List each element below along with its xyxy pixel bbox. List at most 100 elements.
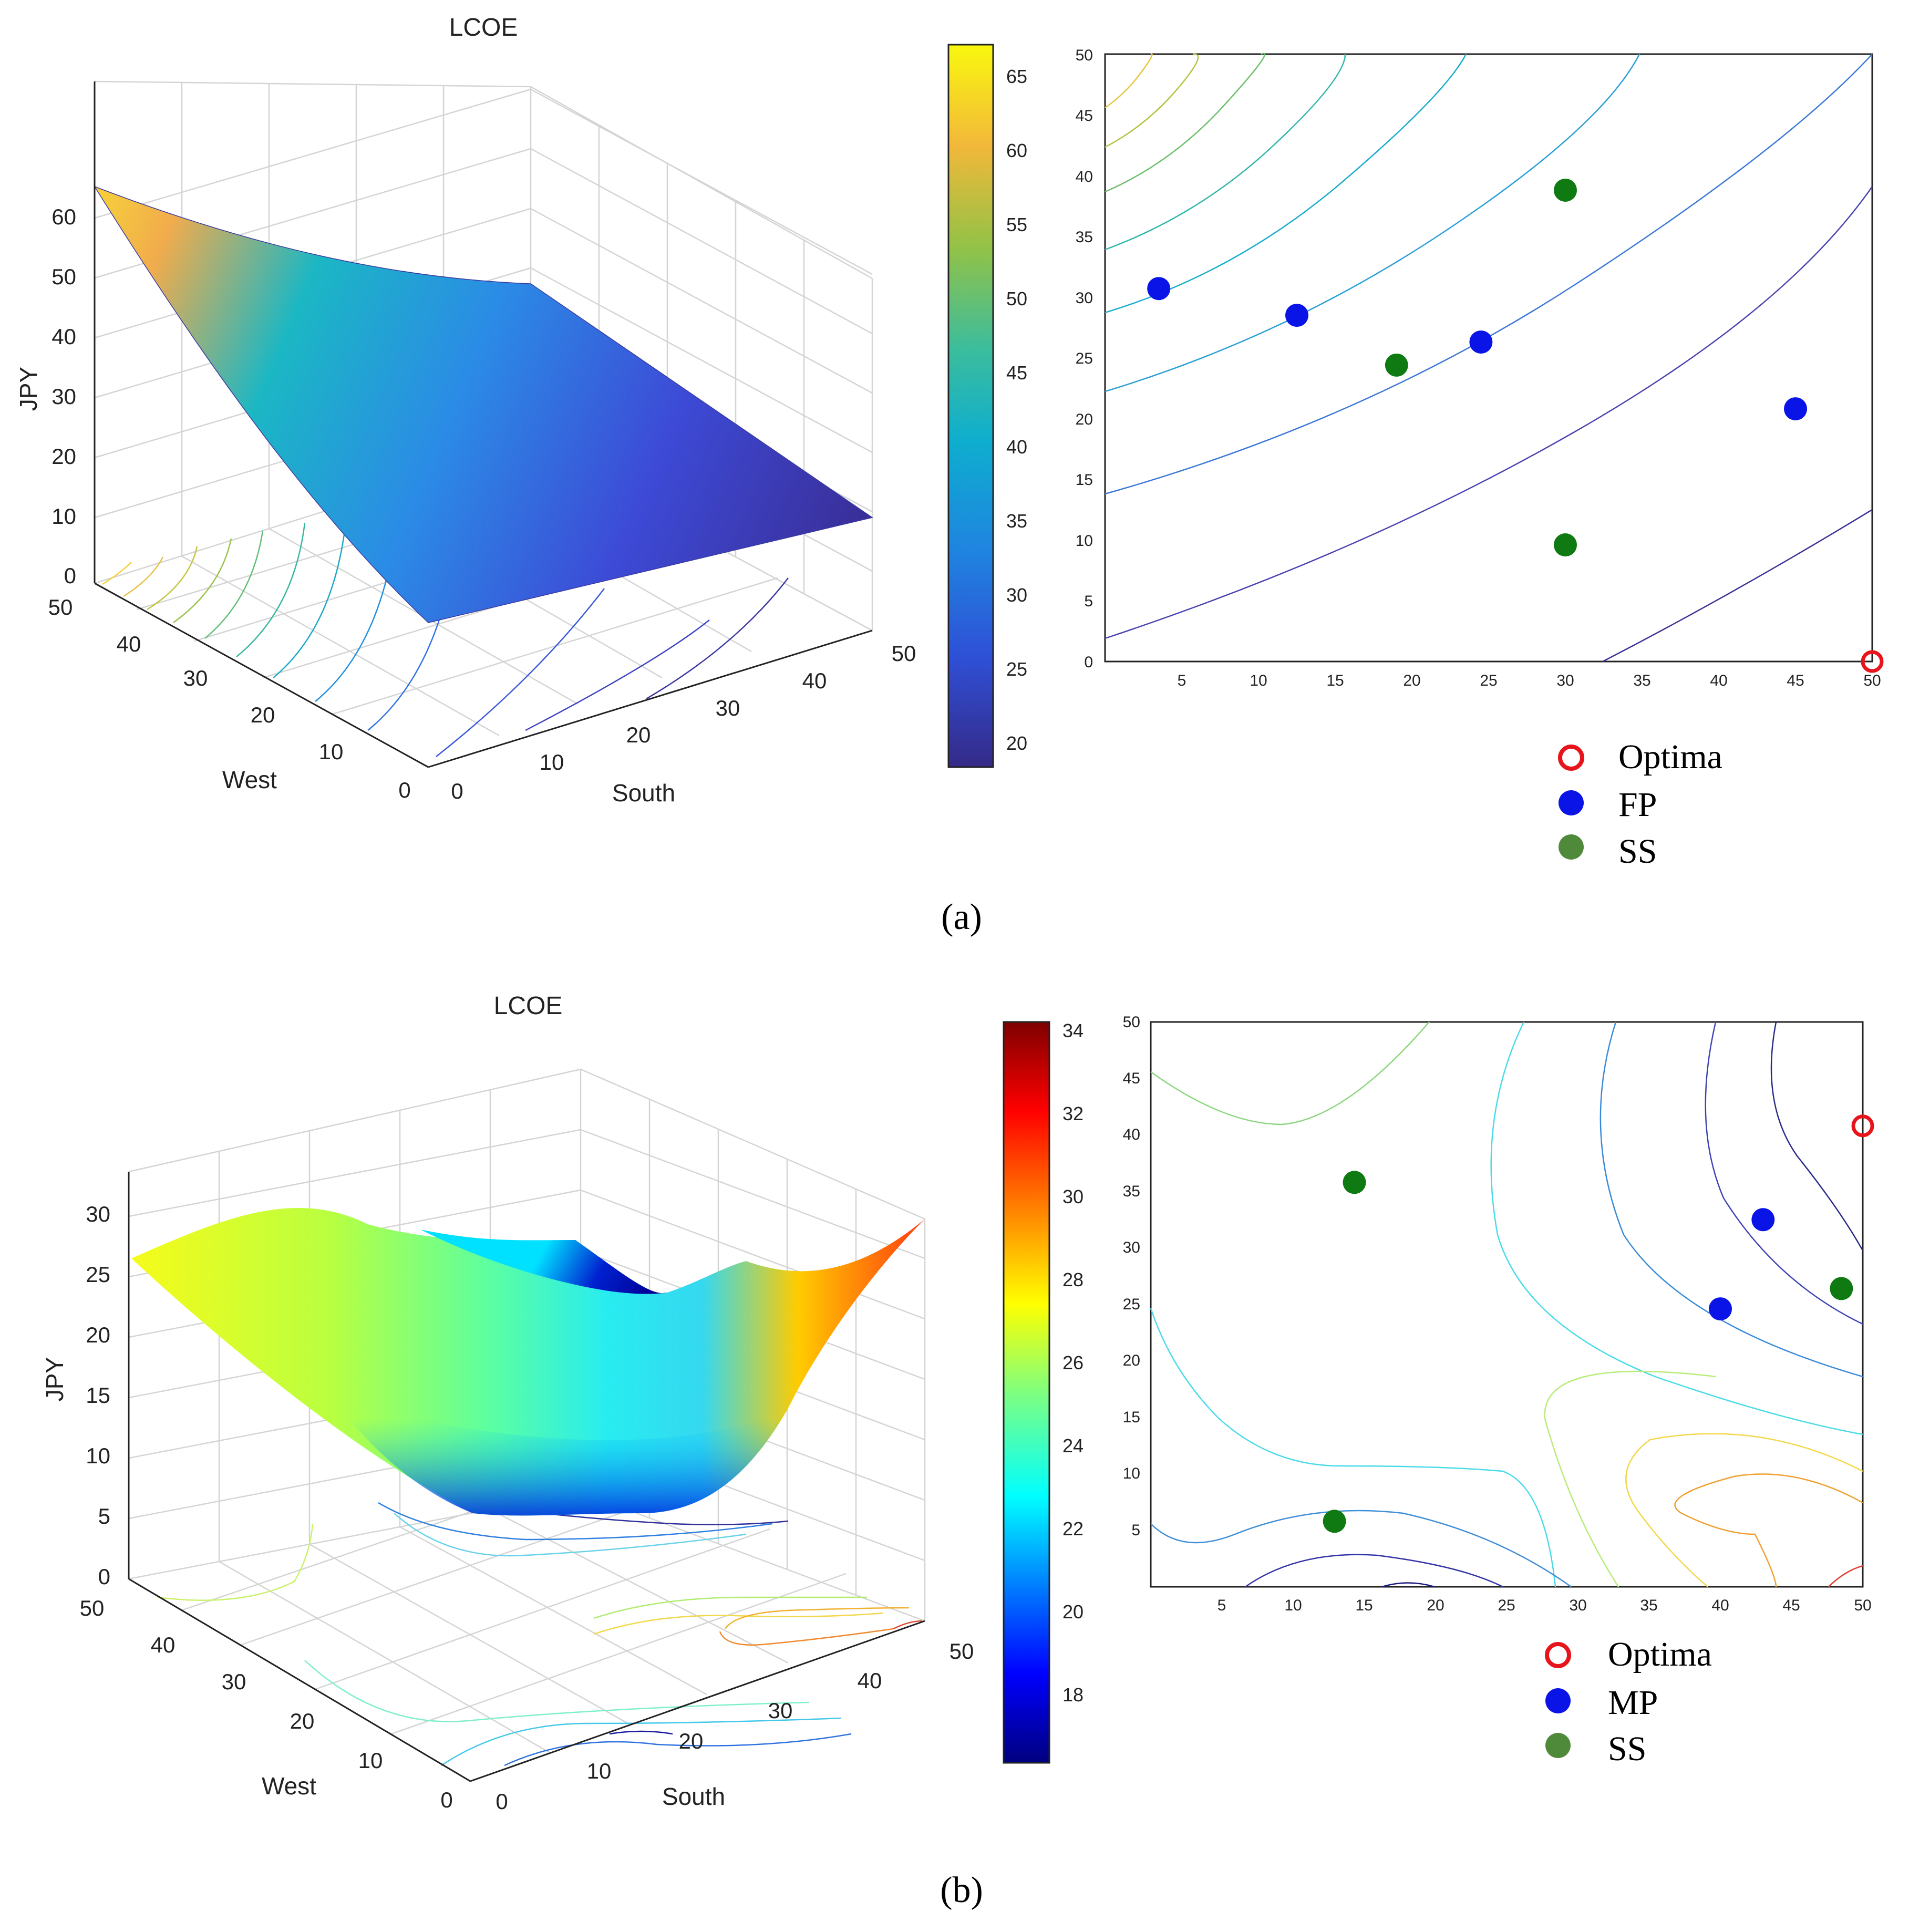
a-markers <box>1147 178 1884 673</box>
b-xtick: 20 <box>679 1729 704 1753</box>
a-legend: Optima FP SS <box>1558 738 1722 871</box>
a-c-xtick: 50 <box>1863 672 1881 689</box>
caption-a: (a) <box>941 897 982 937</box>
b-ztick: 15 <box>86 1383 110 1408</box>
a-c-xtick: 35 <box>1633 672 1650 689</box>
a-c-ytick: 15 <box>1076 471 1093 489</box>
b-c-xtick: 30 <box>1569 1597 1586 1614</box>
a-c-ytick: 30 <box>1076 290 1093 307</box>
a-marker-fp <box>1784 397 1807 421</box>
b-cb-tick: 22 <box>1062 1518 1084 1540</box>
b-xtick: 40 <box>858 1668 882 1693</box>
a-c-xtick: 20 <box>1403 672 1420 689</box>
b-c-ytick: 45 <box>1123 1070 1140 1087</box>
b-legend-ss-marker <box>1545 1733 1571 1758</box>
b-surface-plot: LCOE JPY South West 0 5 10 15 20 25 30 0… <box>41 992 974 1814</box>
b-c-xtick: 45 <box>1782 1597 1800 1614</box>
a-cb-tick: 35 <box>1006 510 1027 532</box>
b-c-ytick: 5 <box>1131 1522 1140 1539</box>
a-legend-fp: FP <box>1618 786 1657 824</box>
a-c-xtick: 25 <box>1480 672 1497 689</box>
b-ztick: 30 <box>86 1202 110 1226</box>
a-southticks: 0 10 20 30 40 50 <box>451 641 916 803</box>
a-axes <box>94 81 873 768</box>
a-contour-lines <box>1105 53 1873 663</box>
b-legend-mp-marker <box>1545 1688 1571 1713</box>
b-marker-ss <box>1323 1510 1346 1533</box>
a-ytick: 30 <box>183 666 208 690</box>
b-c-ytick: 15 <box>1123 1409 1140 1426</box>
b-marker-mp <box>1751 1208 1775 1232</box>
a-westticks: 0 10 20 30 40 50 <box>48 595 411 802</box>
b-c-xtick: 20 <box>1427 1597 1444 1614</box>
b-ztick: 20 <box>86 1323 110 1347</box>
b-c-xtick: 10 <box>1284 1597 1302 1614</box>
a-zlabel: JPY <box>15 367 42 411</box>
b-marker-ss <box>1830 1277 1853 1300</box>
a-contour-plot: 5 10 15 20 25 30 35 40 45 50 0 5 10 15 2… <box>1076 47 1884 871</box>
a-legend-ss: SS <box>1618 832 1657 871</box>
b-ytick: 40 <box>151 1633 176 1657</box>
b-c-ytick: 10 <box>1123 1465 1140 1482</box>
a-ztick: 20 <box>51 444 76 469</box>
b-title: LCOE <box>494 992 563 1020</box>
a-c-xtick: 40 <box>1710 672 1727 689</box>
a-marker-optima <box>1861 650 1884 673</box>
b-surface-valley <box>326 1387 788 1516</box>
a-ztick: 30 <box>51 384 76 409</box>
b-ytick: 0 <box>440 1788 452 1812</box>
a-colorbar-gradient <box>947 44 994 768</box>
b-c-ytick: 25 <box>1123 1296 1140 1313</box>
a-c-ytick: 50 <box>1076 47 1093 64</box>
b-axes <box>128 1172 925 1782</box>
a-marker-fp <box>1285 304 1308 327</box>
b-ztick: 0 <box>98 1564 110 1589</box>
a-cb-tick: 50 <box>1006 288 1027 309</box>
a-xtick: 10 <box>540 750 564 774</box>
a-contour-frame <box>1104 53 1873 663</box>
a-marker-fp <box>1147 277 1171 301</box>
b-ztick: 25 <box>86 1262 110 1287</box>
a-xtick: 50 <box>892 641 916 666</box>
b-yticks: 5 10 15 20 25 30 35 40 45 50 <box>1123 1014 1140 1539</box>
b-marker-optima <box>1851 1114 1874 1138</box>
a-colorbar: 20 25 30 35 40 45 50 55 60 65 <box>947 44 1027 768</box>
b-contour-lines <box>1150 1021 1864 1588</box>
b-legend-mp: MP <box>1608 1683 1658 1722</box>
b-c-ytick: 40 <box>1123 1126 1140 1143</box>
a-legend-ss-marker <box>1559 834 1584 860</box>
b-c-ytick: 35 <box>1123 1183 1140 1200</box>
b-c-xtick: 5 <box>1217 1597 1226 1614</box>
b-cb-tick: 32 <box>1062 1103 1084 1124</box>
a-xtick: 30 <box>716 696 740 720</box>
a-c-ytick: 45 <box>1076 107 1093 125</box>
a-colorbar-ticks: 20 25 30 35 40 45 50 55 60 65 <box>1006 66 1027 754</box>
b-surface-back-dip <box>420 1230 667 1294</box>
b-xtick: 10 <box>587 1759 612 1783</box>
a-legend-optima-marker <box>1558 745 1584 771</box>
b-marker-ss <box>1343 1171 1366 1194</box>
a-cb-tick: 25 <box>1006 658 1027 680</box>
a-ytick: 0 <box>398 778 410 802</box>
b-cb-tick: 30 <box>1062 1186 1084 1207</box>
b-c-xtick: 15 <box>1355 1597 1373 1614</box>
caption-b: (b) <box>940 1870 983 1910</box>
a-marker-ss <box>1385 353 1408 377</box>
a-ztick: 60 <box>51 204 76 229</box>
a-c-ytick: 25 <box>1076 350 1093 367</box>
b-contour-frame <box>1150 1021 1864 1588</box>
a-zticks: 0 10 20 30 40 50 60 <box>51 204 76 588</box>
a-cb-tick: 60 <box>1006 140 1027 161</box>
b-zticks: 0 5 10 15 20 25 30 <box>86 1202 110 1589</box>
b-c-ytick: 50 <box>1123 1014 1140 1031</box>
b-ztick: 10 <box>86 1443 110 1468</box>
b-floor-contours <box>157 1502 923 1766</box>
a-cb-tick: 20 <box>1006 732 1027 754</box>
b-xtick: 50 <box>950 1639 974 1664</box>
a-legend-optima: Optima <box>1618 738 1722 776</box>
b-ytick: 10 <box>358 1748 383 1773</box>
a-lcoe-surface <box>94 185 873 623</box>
b-cb-tick: 18 <box>1062 1684 1084 1706</box>
a-marker-ss <box>1554 533 1577 557</box>
